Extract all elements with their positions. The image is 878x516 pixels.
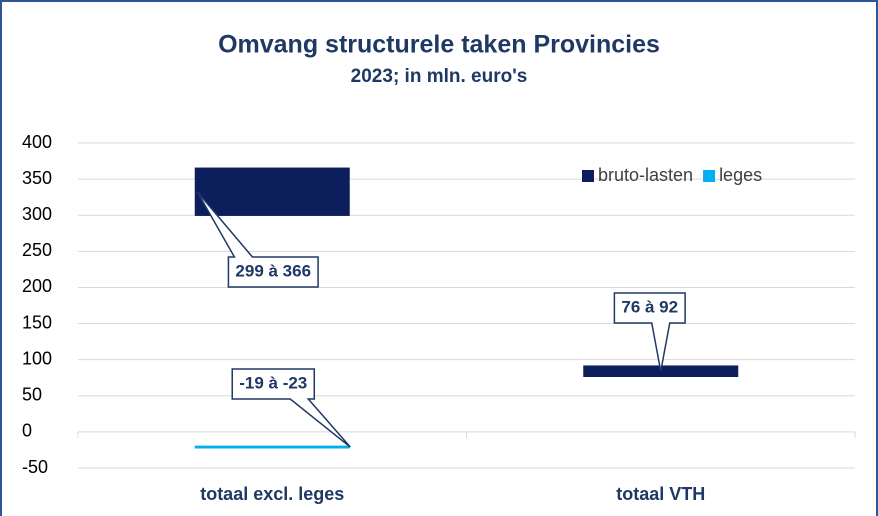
y-tick-label: 150 [22,312,52,332]
y-tick-label: -50 [22,457,48,477]
chart-subtitle: 2023; in mln. euro's [351,66,528,87]
legend-label: leges [719,165,762,185]
y-tick-label: 0 [22,421,32,441]
callout-box [231,368,351,448]
y-tick-label: 300 [22,204,52,224]
bar [194,167,350,216]
legend-swatch [582,170,594,182]
chart-title: Omvang structurele taken Provincies [218,31,660,59]
x-tick-label: totaal VTH [616,484,705,504]
y-tick-label: 350 [22,168,52,188]
bar [194,445,350,449]
callout-box [613,292,686,372]
data-label: 76 à 92 [621,297,678,316]
y-tick-label: 50 [22,385,42,405]
legend-label: bruto-lasten [598,165,693,185]
y-tick-label: 100 [22,348,52,368]
legend-swatch [703,170,716,182]
x-tick-label: totaal excl. leges [200,484,344,504]
y-tick-label: 250 [22,240,52,260]
data-label: 299 à 366 [235,261,311,280]
y-tick-label: 400 [22,132,52,152]
callout-box [196,191,319,288]
data-label: -19 à -23 [239,373,307,392]
y-tick-label: 200 [22,276,52,296]
